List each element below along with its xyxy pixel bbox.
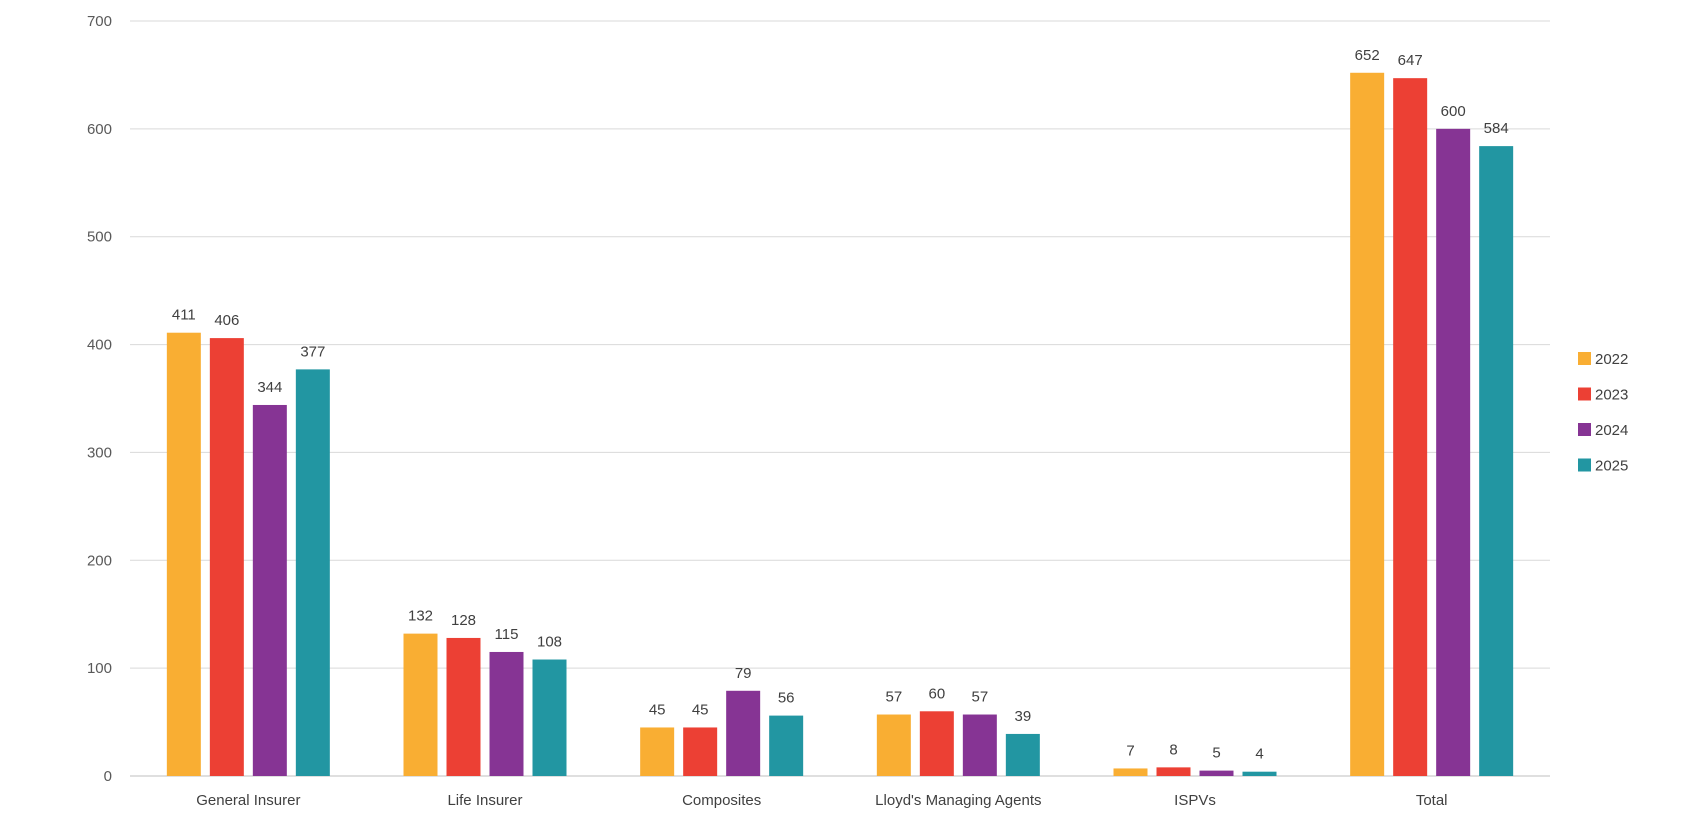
bars: [166, 72, 1514, 777]
legend-label: 2022: [1595, 351, 1628, 368]
data-label: 344: [257, 379, 282, 396]
x-category-label: Lloyd's Managing Agents: [875, 792, 1041, 809]
y-tick-label: 700: [87, 13, 112, 30]
bar: [446, 637, 481, 776]
y-tick-label: 600: [87, 121, 112, 138]
legend: 2022 2023 2024 2025: [1578, 351, 1628, 475]
bar: [726, 690, 761, 776]
data-label: 5: [1212, 745, 1220, 762]
x-category-label: ISPVs: [1174, 792, 1216, 809]
bar: [1242, 771, 1277, 776]
bar: [683, 727, 718, 776]
data-label: 39: [1014, 708, 1031, 725]
bar: [1436, 128, 1471, 776]
legend-item: 2022: [1578, 351, 1628, 368]
data-label: 128: [451, 612, 476, 629]
bar: [166, 332, 201, 776]
data-label: 600: [1441, 103, 1466, 120]
data-label: 406: [214, 312, 239, 329]
data-label: 7: [1126, 742, 1134, 759]
data-label: 132: [408, 608, 433, 625]
bar: [1393, 78, 1428, 776]
legend-item: 2024: [1578, 422, 1628, 439]
data-label: 60: [928, 685, 945, 702]
legend-swatch: [1578, 423, 1591, 436]
bar: [876, 714, 911, 776]
y-tick-label: 0: [104, 768, 112, 785]
data-label: 377: [300, 343, 325, 360]
x-category-label: Total: [1416, 792, 1448, 809]
y-tick-label: 200: [87, 552, 112, 569]
bar: [403, 633, 438, 776]
bar: [532, 659, 567, 776]
data-label: 108: [537, 634, 562, 651]
legend-label: 2023: [1595, 387, 1628, 404]
x-axis-categories: General Insurer Life Insurer Composites Llo…: [196, 792, 1447, 809]
data-label: 45: [692, 701, 709, 718]
data-label: 647: [1398, 52, 1423, 69]
bar: [209, 338, 244, 776]
bar: [1479, 146, 1514, 777]
y-axis-ticks: 0 100 200 300 400 500 600 700: [87, 13, 112, 785]
data-label: 115: [495, 626, 519, 643]
legend-swatch: [1578, 387, 1591, 401]
legend-label: 2024: [1595, 422, 1628, 439]
legend-item: 2025: [1578, 458, 1628, 475]
bar: [1156, 767, 1191, 776]
data-label: 8: [1169, 741, 1177, 758]
data-label: 411: [172, 307, 196, 324]
y-tick-label: 500: [87, 229, 112, 246]
data-label: 79: [735, 665, 752, 682]
bar: [1199, 770, 1234, 776]
data-label: 57: [885, 689, 902, 706]
data-label: 56: [778, 690, 795, 707]
bar: [1113, 768, 1148, 776]
x-category-label: General Insurer: [196, 792, 300, 809]
bar: [919, 711, 954, 776]
data-label: 584: [1484, 120, 1509, 137]
legend-swatch: [1578, 458, 1591, 472]
bar: [962, 714, 997, 776]
gridlines: [130, 20, 1550, 777]
data-label: 45: [649, 701, 666, 718]
bar: [252, 404, 287, 776]
data-label: 57: [971, 689, 988, 706]
y-tick-label: 100: [87, 660, 112, 677]
bar: [769, 715, 804, 776]
y-tick-label: 300: [87, 444, 112, 461]
y-tick-label: 400: [87, 337, 112, 354]
x-category-label: Life Insurer: [447, 792, 522, 809]
data-label: 4: [1255, 746, 1263, 763]
bar: [489, 651, 524, 776]
bar: [1350, 72, 1385, 777]
bar: [295, 369, 330, 776]
bar: [640, 727, 675, 776]
bar: [1005, 733, 1040, 776]
data-label: 652: [1355, 47, 1380, 64]
x-category-label: Composites: [682, 792, 761, 809]
legend-swatch: [1578, 352, 1591, 365]
legend-label: 2025: [1595, 458, 1628, 475]
legend-item: 2023: [1578, 387, 1628, 404]
